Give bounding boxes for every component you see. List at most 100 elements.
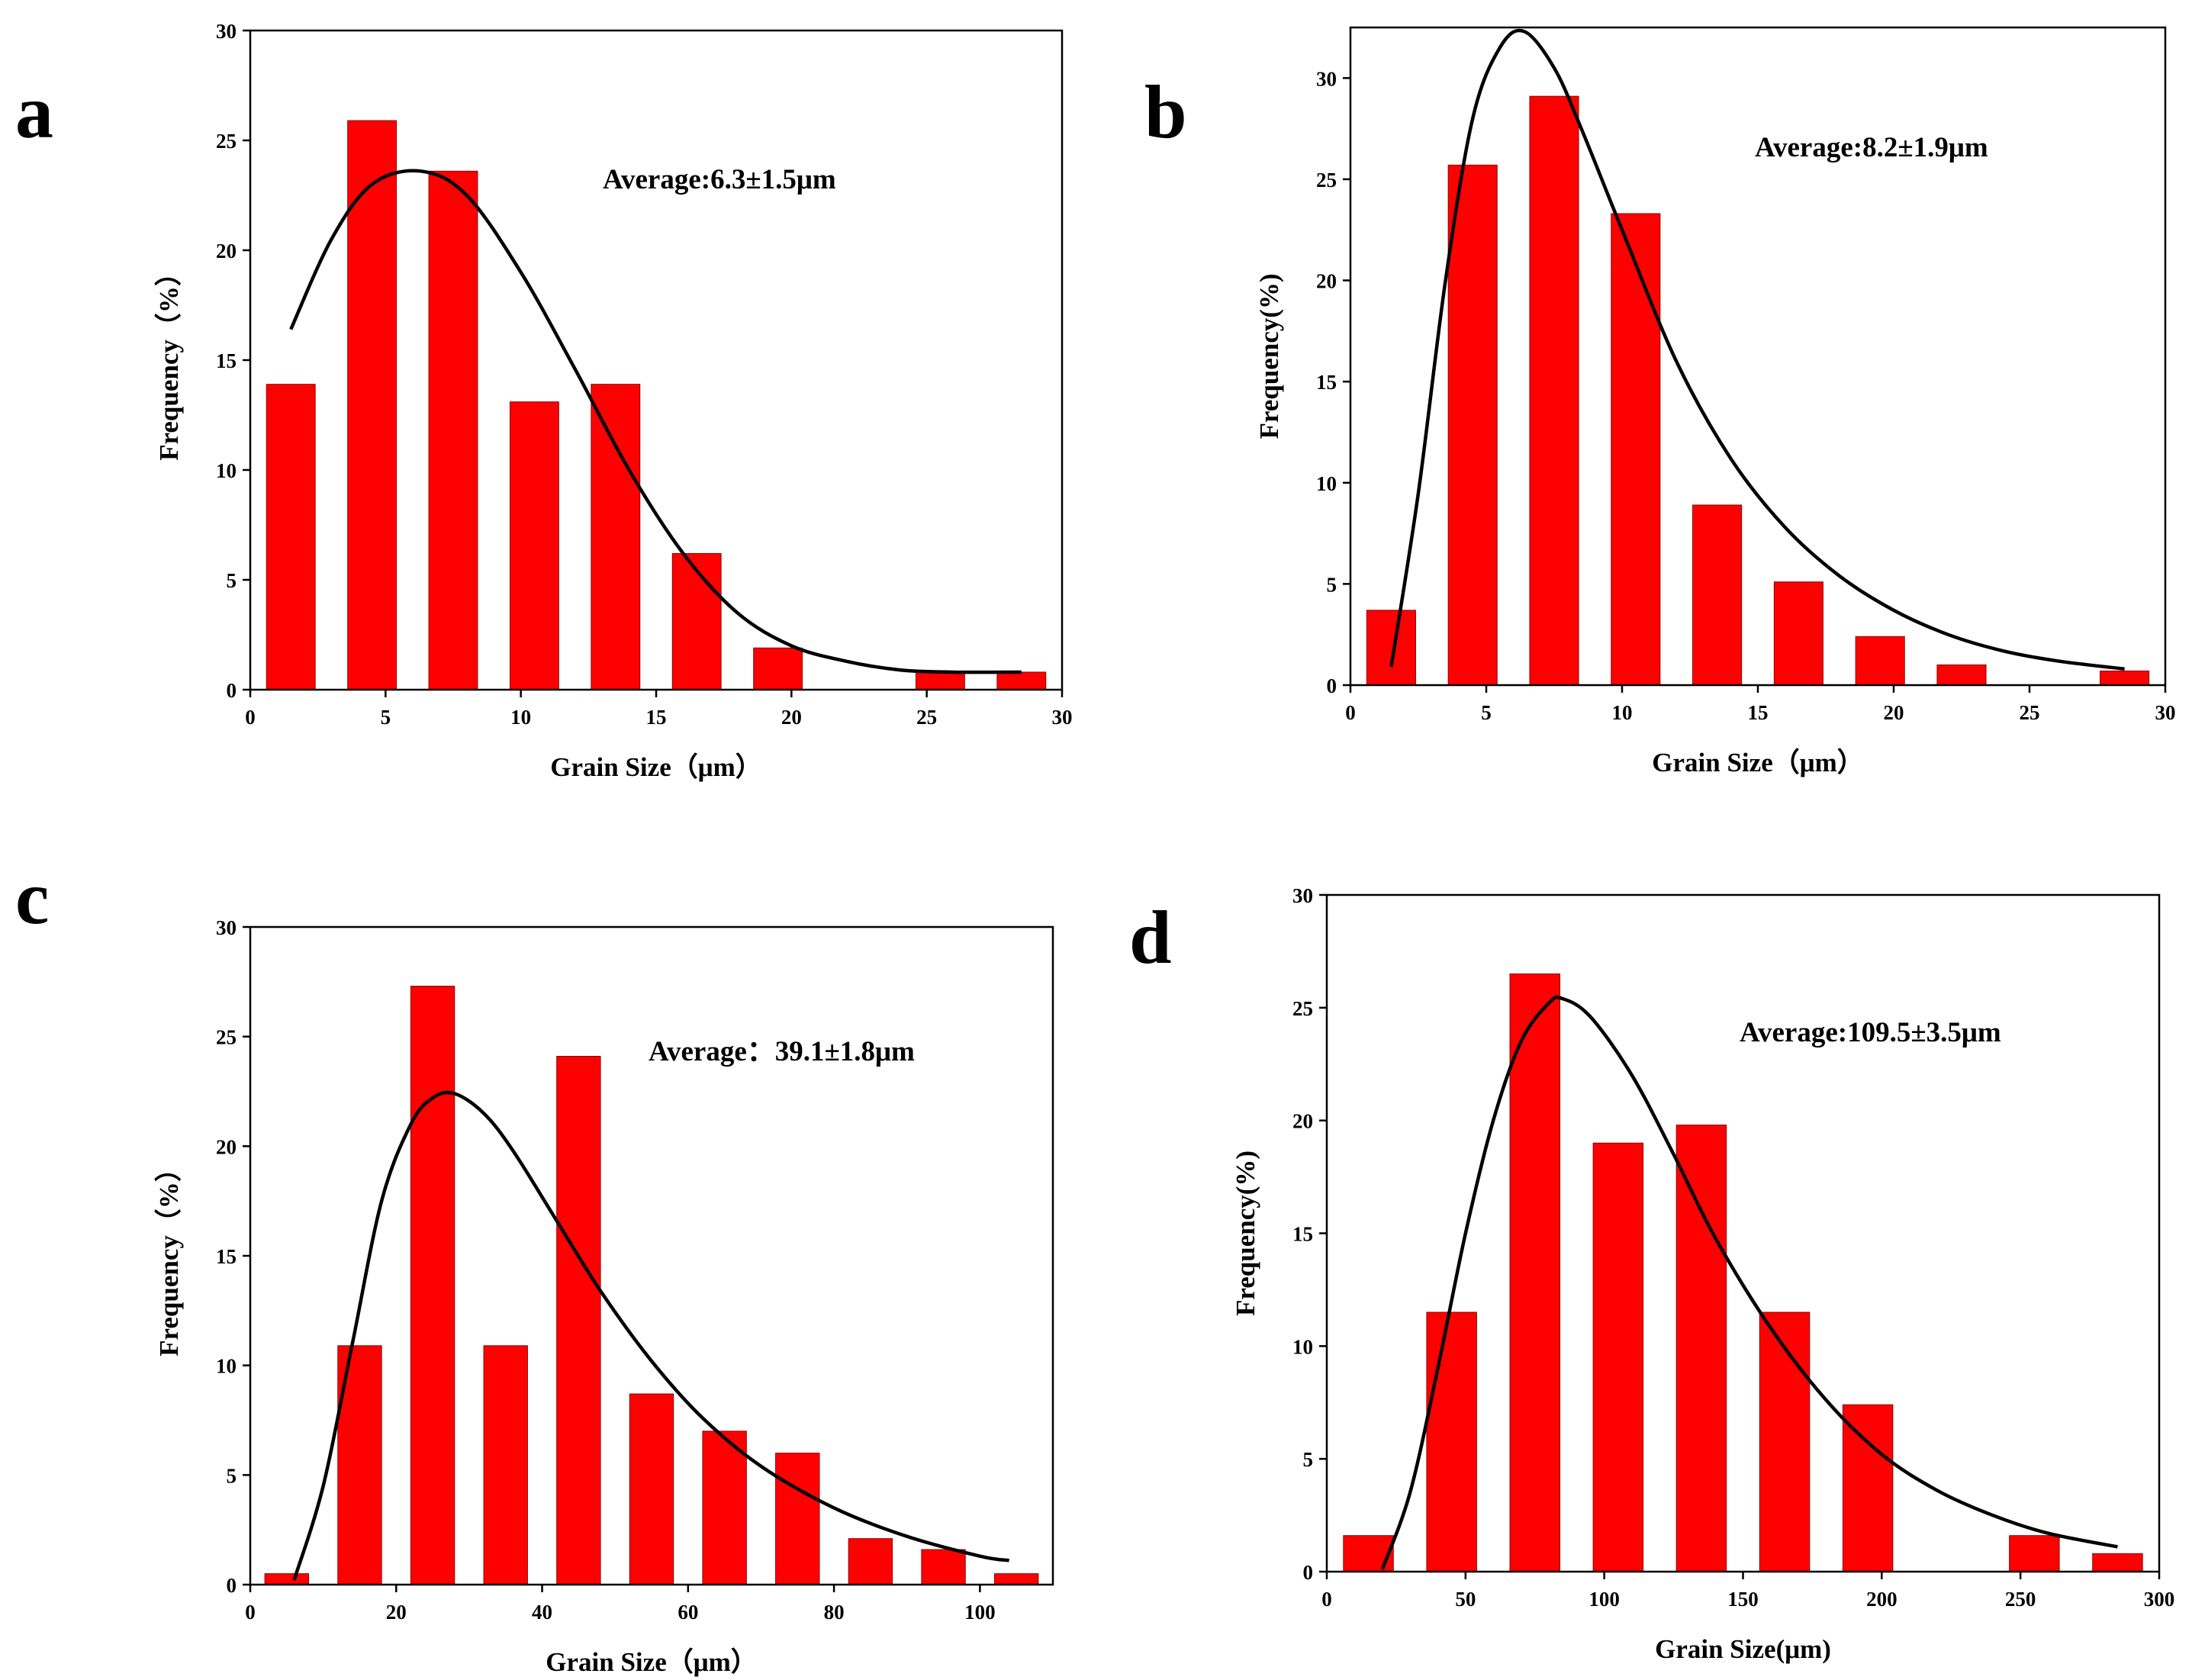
x-tick-label: 250 [2005, 1588, 2036, 1611]
panel-d-chart: 0 50 100 150 200 250 300 0 5 10 15 20 25 30 Grain Size… [1129, 884, 2174, 1664]
average-annotation: Average：39.1±1.8μm [649, 1036, 915, 1067]
bar [702, 1431, 747, 1585]
bar [1675, 1125, 1727, 1572]
average-annotation: Average:8.2±1.9μm [1755, 132, 1988, 163]
panel-b-chart: 0 5 10 15 20 25 30 0 5 10 15 20 25 30 Grain Size（μm） Fr… [1144, 26, 2176, 777]
x-tick-label: 5 [1481, 701, 1492, 724]
y-tick-label: 5 [1303, 1448, 1314, 1471]
bar [264, 1573, 310, 1585]
bar [2100, 670, 2150, 686]
y-tick-label: 20 [216, 1135, 237, 1158]
average-annotation: Average:109.5±3.5μm [1740, 1017, 2001, 1048]
x-axis-label: Grain Size（μm） [1652, 748, 1863, 777]
y-tick-label: 10 [1292, 1335, 1313, 1358]
x-tick-label: 0 [1345, 701, 1356, 724]
x-axis-label: Grain Size（μm） [550, 752, 761, 782]
panel-c-chart: 0 20 40 60 80 100 0 5 10 15 20 25 30 Grain Size（μm） Fr… [15, 855, 1054, 1677]
y-axis-label: Frequency（%） [154, 259, 184, 461]
bar [848, 1538, 893, 1585]
x-tick-label: 20 [781, 706, 802, 729]
y-tick-label: 0 [1327, 674, 1337, 697]
x-tick-label: 0 [245, 1601, 256, 1624]
fit-curve [292, 1090, 1009, 1581]
x-tick-label: 200 [1866, 1588, 1897, 1611]
y-tick-label: 20 [1316, 270, 1337, 293]
x-tick-label: 30 [2155, 701, 2176, 724]
bar [1529, 95, 1579, 686]
average-annotation: Average:6.3±1.5μm [603, 164, 836, 195]
y-tick-label: 5 [227, 1464, 237, 1487]
y-tick-label: 10 [216, 459, 237, 482]
x-tick-label: 5 [381, 706, 391, 729]
bar [1842, 1404, 1894, 1572]
y-tick-label: 10 [1316, 472, 1337, 495]
x-tick-label: 0 [1321, 1588, 1332, 1611]
fit-curve [1389, 28, 2125, 671]
y-tick-label: 25 [216, 130, 237, 153]
bar [509, 401, 559, 690]
x-axis-label: Grain Size(μm) [1655, 1634, 1831, 1664]
x-tick-label: 0 [245, 706, 256, 729]
bar [410, 986, 455, 1585]
panel-letter: c [15, 855, 49, 940]
y-tick-label: 15 [216, 1245, 237, 1268]
bar [671, 552, 722, 690]
bar [266, 384, 316, 690]
fit-curve [289, 169, 1022, 674]
bar [775, 1453, 820, 1585]
y-tick-label: 30 [1292, 884, 1313, 907]
bar [1773, 581, 1823, 686]
x-tick-label: 150 [1727, 1588, 1759, 1611]
x-tick-label: 40 [532, 1601, 552, 1624]
bar [1611, 213, 1661, 686]
y-tick-label: 30 [1316, 67, 1337, 90]
bar [1426, 1311, 1477, 1572]
bar [2009, 1535, 2060, 1572]
panel-letter: a [15, 69, 53, 154]
bar [1343, 1535, 1394, 1572]
y-tick-label: 15 [1292, 1223, 1313, 1246]
fit-curve [1380, 995, 2118, 1570]
y-tick-label: 0 [227, 679, 237, 702]
bar [996, 671, 1047, 690]
x-tick-label: 20 [1884, 701, 1904, 724]
panel-a-chart: 0 5 10 15 20 25 30 0 5 10 15 20 25 30 Grain Size（μm） Fr… [15, 20, 1073, 782]
x-axis-label: Grain Size（μm） [546, 1647, 757, 1677]
y-tick-label: 5 [227, 569, 237, 592]
x-tick-label: 10 [510, 706, 531, 729]
bar [483, 1345, 528, 1585]
x-tick-label: 60 [678, 1601, 698, 1624]
bar [1509, 973, 1560, 1572]
y-tick-label: 25 [216, 1026, 237, 1049]
x-tick-label: 25 [2020, 701, 2040, 724]
bar [591, 384, 641, 690]
bar [1855, 636, 1905, 686]
x-tick-label: 30 [1052, 706, 1073, 729]
y-axis-label: Frequency(%) [1231, 1151, 1260, 1316]
y-tick-label: 5 [1327, 573, 1337, 596]
x-tick-label: 25 [916, 706, 937, 729]
y-axis-label: Frequency（%） [154, 1155, 184, 1357]
y-tick-label: 10 [216, 1355, 237, 1378]
bar [1936, 664, 1987, 686]
y-tick-label: 30 [216, 916, 237, 939]
y-tick-label: 15 [216, 349, 237, 372]
x-tick-label: 100 [1588, 1588, 1620, 1611]
x-tick-label: 100 [964, 1601, 996, 1624]
y-tick-label: 0 [1303, 1561, 1314, 1584]
x-tick-label: 20 [386, 1601, 407, 1624]
bar [347, 120, 398, 690]
x-tick-label: 50 [1455, 1588, 1476, 1611]
x-tick-label: 80 [824, 1601, 845, 1624]
panel-letter: b [1144, 69, 1187, 154]
bar [1759, 1311, 1811, 1572]
x-tick-label: 15 [1748, 701, 1769, 724]
bar [2092, 1553, 2143, 1572]
x-tick-label: 10 [1612, 701, 1633, 724]
bar [993, 1573, 1039, 1585]
x-tick-label: 15 [646, 706, 667, 729]
y-tick-label: 15 [1316, 371, 1337, 394]
bar [1692, 504, 1743, 686]
bar [1366, 610, 1416, 686]
